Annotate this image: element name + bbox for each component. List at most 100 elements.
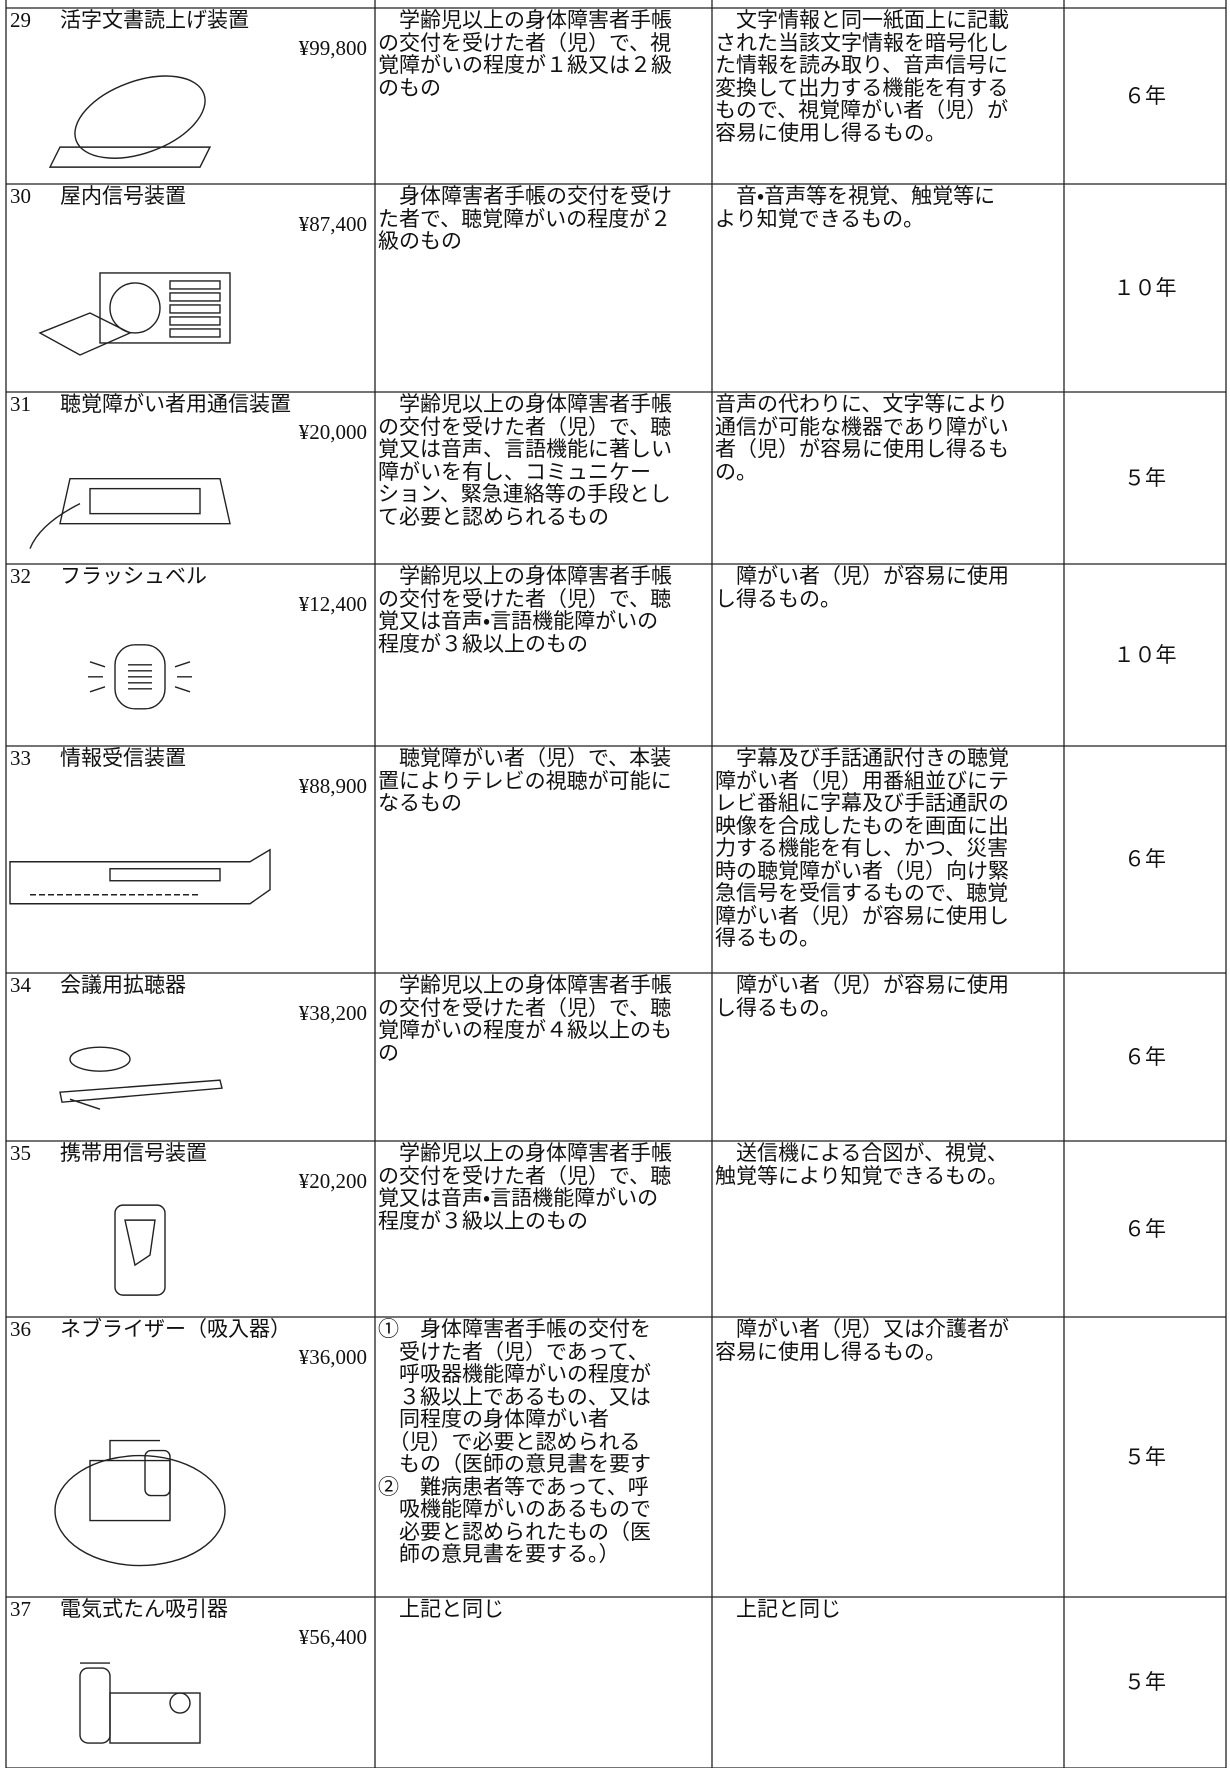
feature-line: 障がい者（児）又は介護者が bbox=[715, 1317, 1009, 1341]
feature-line: もので、視覚障がい者（児）が bbox=[715, 98, 1009, 122]
item-name: フラッシュベル bbox=[60, 564, 207, 588]
item-name: 屋内信号装置 bbox=[60, 184, 186, 208]
icon-stroke bbox=[89, 1439, 171, 1522]
item-price: ¥56,400 bbox=[298, 1625, 367, 1650]
eligibility-line: 受けた者（児）であって、 bbox=[378, 1339, 649, 1364]
eligibility-line: ション、緊急連絡等の手段とし bbox=[378, 482, 671, 506]
icon-stroke bbox=[169, 316, 221, 326]
icon-stroke bbox=[59, 477, 231, 525]
service-life: １０年 bbox=[1113, 642, 1177, 667]
icon-stroke bbox=[74, 75, 206, 159]
feature-line: レビ番組に字幕及び手話通訳の bbox=[715, 791, 1009, 815]
feature-line: 映像を合成したものを画面に出 bbox=[715, 813, 1009, 838]
item-illustration bbox=[79, 1662, 201, 1744]
item-illustration bbox=[54, 1439, 226, 1567]
service-life: ５年 bbox=[1124, 465, 1166, 490]
service-life: ６年 bbox=[1124, 83, 1166, 108]
eligibility-line: 吸機能障がいのあるもので bbox=[378, 1497, 651, 1521]
item-illustration bbox=[29, 477, 231, 549]
eligibility-line: 必要と認められたもの（医 bbox=[378, 1519, 651, 1544]
eligibility-line: （児）で必要と認められる bbox=[378, 1429, 641, 1454]
item-number: 29 bbox=[10, 8, 31, 32]
service-life: ５年 bbox=[1124, 1444, 1166, 1469]
feature-line: 障がい者（児）が容易に使用し bbox=[715, 903, 1009, 928]
eligibility-line: 程度が３級以上のもの bbox=[378, 1208, 588, 1233]
feature-line: 時の聴覚障がい者（児）向け緊 bbox=[715, 858, 1009, 883]
service-life: ６年 bbox=[1124, 1216, 1166, 1241]
eligibility-line: なるもの bbox=[378, 791, 462, 815]
item-number: 31 bbox=[10, 392, 31, 416]
item-number: 30 bbox=[10, 184, 31, 208]
icon-stroke bbox=[124, 1219, 156, 1267]
feature-line: 障がい者（児）が容易に使用 bbox=[715, 973, 1009, 997]
feature-line: 得るもの。 bbox=[715, 926, 820, 950]
icon-stroke bbox=[54, 1454, 226, 1567]
eligibility-line: 覚又は音声、言語機能に著しい bbox=[378, 437, 672, 461]
item-illustration bbox=[38, 272, 231, 356]
eligibility-line: ② 難病患者等であって、呼 bbox=[378, 1474, 649, 1499]
icon-stroke bbox=[48, 146, 212, 168]
eligibility-line: 級のもの bbox=[378, 229, 462, 253]
feature-line: 触覚等により知覚できるもの。 bbox=[715, 1163, 1009, 1188]
service-life: １０年 bbox=[1113, 275, 1177, 300]
feature-line: 音・音声等を視覚、触覚等に bbox=[715, 184, 996, 208]
eligibility-line: 学齢児以上の身体障害者手帳 bbox=[378, 8, 672, 32]
eligibility-line: もの（医師の意見書を要す bbox=[378, 1452, 651, 1476]
service-life: ６年 bbox=[1124, 847, 1166, 872]
item-number: 32 bbox=[10, 564, 31, 588]
feature-line: 変換して出力する機能を有する bbox=[715, 75, 1009, 100]
icon-stroke bbox=[9, 848, 271, 905]
item-name: 会議用拡聴器 bbox=[60, 973, 186, 997]
item-number: 35 bbox=[10, 1141, 31, 1165]
item-price: ¥38,200 bbox=[298, 1001, 367, 1026]
icon-stroke bbox=[99, 272, 231, 344]
eligibility-line: 程度が３級以上のもの bbox=[378, 631, 588, 656]
item-name: 情報受信装置 bbox=[60, 746, 186, 770]
item-illustration bbox=[88, 644, 192, 710]
eligibility-line: 聴覚障がい者（児）で、本装 bbox=[378, 746, 672, 770]
icon-stroke bbox=[169, 304, 221, 314]
feature-line: 急信号を受信するもので、聴覚 bbox=[715, 881, 1009, 905]
icon-stroke bbox=[59, 1079, 223, 1110]
eligibility-line: のもの bbox=[378, 75, 441, 100]
feature-line: し得るもの。 bbox=[715, 995, 841, 1020]
icon-stroke bbox=[114, 644, 166, 710]
item-name: 携帯用信号装置 bbox=[60, 1141, 207, 1165]
service-life: ６年 bbox=[1124, 1044, 1166, 1069]
feature-line: 文字情報と同一紙面上に記載 bbox=[715, 8, 1009, 32]
item-price: ¥99,800 bbox=[298, 36, 367, 61]
item-number: 37 bbox=[10, 1597, 31, 1621]
feature-line: より知覚できるもの。 bbox=[715, 206, 925, 231]
icon-stroke bbox=[89, 487, 201, 515]
icon-stroke bbox=[144, 1449, 171, 1497]
eligibility-line: 障がいを有し、コミュニケー bbox=[378, 459, 651, 484]
item-illustration bbox=[59, 1046, 223, 1110]
feature-line: 音声の代わりに、文字等により bbox=[715, 392, 1008, 416]
feature-line: 通信が可能な機器であり障がい bbox=[715, 414, 1009, 439]
eligibility-line: た者で、聴覚障がいの程度が２ bbox=[378, 206, 672, 231]
icon-stroke bbox=[169, 1692, 191, 1714]
icon-stroke bbox=[88, 661, 192, 693]
feature-line: された当該文字情報を暗号化し bbox=[715, 30, 1009, 55]
eligibility-line: 覚障がいの程度が１級又は２級 bbox=[378, 53, 672, 77]
item-name: 活字文書読上げ装置 bbox=[60, 8, 249, 32]
item-price: ¥12,400 bbox=[298, 592, 367, 617]
feature-line: 者（児）が容易に使用し得るも bbox=[715, 437, 1009, 461]
item-name: ネブライザー（吸入器） bbox=[60, 1317, 291, 1341]
feature-line: 送信機による合図が、視覚、 bbox=[715, 1141, 1008, 1165]
eligibility-line: 学齢児以上の身体障害者手帳 bbox=[378, 1141, 672, 1165]
icon-stroke bbox=[109, 868, 221, 882]
item-price: ¥20,000 bbox=[298, 420, 367, 445]
item-illustration bbox=[114, 1204, 166, 1296]
feature-line: 字幕及び手話通訳付きの聴覚 bbox=[715, 746, 1009, 770]
icon-stroke bbox=[38, 312, 132, 356]
item-price: ¥87,400 bbox=[298, 212, 367, 237]
item-illustration bbox=[48, 75, 212, 168]
item-number: 34 bbox=[10, 973, 31, 997]
item-price: ¥36,000 bbox=[298, 1345, 367, 1370]
icon-stroke bbox=[169, 292, 221, 302]
eligibility-line: 同程度の身体障がい者 bbox=[378, 1407, 609, 1431]
item-name: 聴覚障がい者用通信装置 bbox=[60, 392, 291, 416]
eligibility-line: 呼吸器機能障がいの程度が bbox=[378, 1362, 651, 1386]
